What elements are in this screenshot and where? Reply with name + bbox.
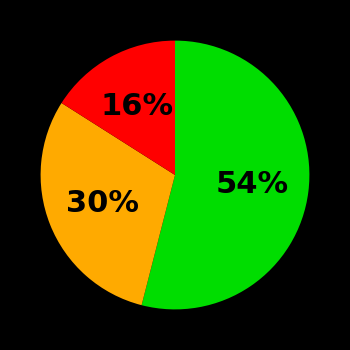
Text: 30%: 30% [66, 189, 139, 218]
Text: 54%: 54% [216, 170, 289, 199]
Wedge shape [142, 41, 309, 309]
Wedge shape [62, 41, 175, 175]
Text: 16%: 16% [101, 92, 174, 121]
Wedge shape [41, 103, 175, 305]
